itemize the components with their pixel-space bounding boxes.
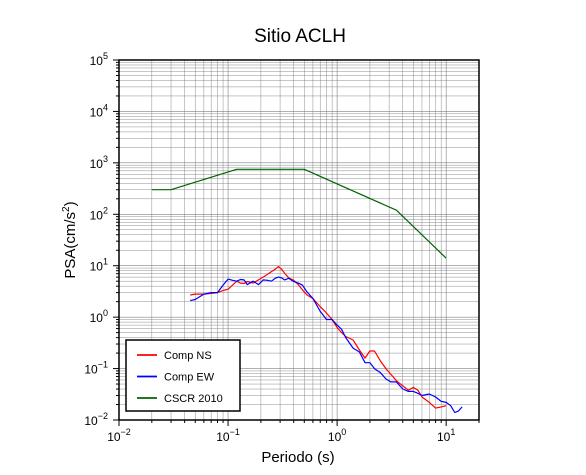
legend-label: Comp NS [164, 350, 212, 362]
y-axis-label-main: PSA(cm/s [62, 212, 79, 279]
series-line-0 [190, 266, 447, 409]
x-tick-label: 10−2 [107, 427, 131, 444]
y-axis-label-end: ) [62, 201, 79, 206]
axis-ticks [113, 59, 480, 426]
chart-title: Sitio ACLH [254, 26, 346, 47]
y-tick-label: 102 [90, 205, 108, 222]
y-tick-label: 100 [90, 308, 108, 325]
y-axis-label-sup: 2 [61, 206, 72, 212]
axis-tick-labels: 10−2 10−1 100 101 10−2 10−1 100 101 102 103 104 105 [84, 51, 455, 444]
y-tick-label: 101 [90, 257, 108, 274]
x-tick-label: 101 [437, 427, 455, 444]
y-tick-label: 104 [90, 102, 108, 119]
legend-label: CSCR 2010 [164, 393, 223, 405]
series-line-1 [190, 276, 463, 414]
y-tick-label: 10−1 [84, 360, 108, 377]
y-axis-label: PSA(cm/s2) [61, 201, 79, 278]
grid [118, 59, 480, 421]
y-tick-label: 10−2 [84, 411, 108, 428]
y-tick-label: 103 [90, 154, 108, 171]
legend: Comp NS Comp EW CSCR 2010 [125, 339, 241, 412]
plot-area [118, 59, 480, 421]
series-lines [151, 168, 463, 414]
x-tick-label: 100 [328, 427, 346, 444]
legend-box [125, 339, 241, 412]
x-axis-label: Periodo (s) [261, 449, 334, 466]
x-tick-label: 10−1 [216, 427, 240, 444]
series-line-2 [151, 168, 447, 259]
y-tick-label: 105 [90, 51, 108, 68]
legend-label: Comp EW [164, 372, 215, 384]
